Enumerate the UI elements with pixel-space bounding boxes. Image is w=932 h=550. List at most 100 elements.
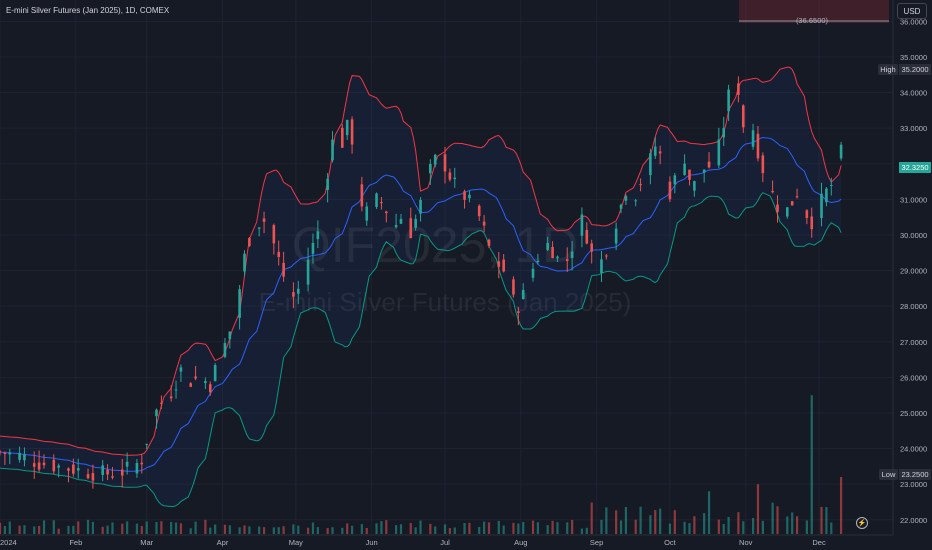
band-fill (0, 67, 842, 507)
high-tag-label: High (880, 65, 895, 74)
candle-body (468, 194, 471, 199)
candle-body (42, 462, 46, 466)
volume-bar (737, 512, 740, 534)
volume-bar (86, 519, 90, 534)
time-tick-label: Sep (590, 538, 603, 547)
volume-bar (316, 527, 319, 534)
candle-body (673, 175, 677, 185)
volume-bar (350, 525, 354, 534)
volume-bar (135, 523, 139, 534)
candle-body (18, 452, 21, 460)
volume-bar (722, 523, 725, 534)
volume-bar (531, 520, 535, 534)
volume-bar (399, 524, 403, 534)
candle-body (365, 206, 369, 221)
volume-bar (810, 395, 813, 534)
watermark-description: E-mini Silver Futures (Jan 2025) (259, 287, 632, 317)
volume-bar (111, 522, 114, 534)
volume-bar (326, 528, 329, 534)
candle-body (521, 289, 525, 300)
candle-body (693, 181, 696, 191)
candle-body (0, 451, 2, 453)
candle-body (482, 221, 486, 226)
candle-body (658, 151, 662, 154)
volume-bar (707, 491, 711, 534)
volume-bar (106, 525, 109, 534)
candle-body (707, 161, 711, 168)
candle-body (419, 199, 422, 214)
volume-bar (101, 526, 104, 534)
volume-bar (742, 521, 745, 534)
volume-bar (33, 526, 36, 534)
candle-body (91, 473, 95, 481)
price-range-box (739, 0, 889, 23)
volume-bar (72, 525, 75, 534)
volume-bar (434, 526, 437, 534)
volume-bar (414, 527, 417, 534)
volume-bar (443, 524, 447, 534)
price-tick-label: 28.0000 (900, 302, 927, 311)
volume-bar (145, 521, 148, 534)
candle-body (502, 259, 505, 272)
volume-bar (619, 520, 623, 534)
candle-body (57, 465, 60, 468)
time-tick-label: Dec (812, 538, 826, 547)
volume-bar (830, 522, 833, 534)
candle-body (517, 311, 520, 313)
candle-body (477, 205, 481, 217)
candle-body (448, 172, 452, 180)
lower-band-line (0, 192, 842, 507)
candle-body (805, 210, 809, 218)
candle-body (727, 89, 730, 112)
candle-body (634, 200, 637, 202)
candle-body (776, 204, 779, 212)
candle-body (145, 443, 148, 445)
candle-body (223, 343, 227, 357)
volume-bar (341, 527, 344, 534)
volume-bar (776, 506, 779, 534)
high-tag (878, 64, 898, 75)
candle-body (341, 127, 344, 148)
volume-bar (346, 523, 349, 534)
volume-bar (67, 525, 70, 534)
lightning-icon[interactable]: ⚡ (856, 517, 868, 529)
volume-bar (624, 506, 628, 534)
candle-body (272, 225, 276, 244)
volume-bar (615, 510, 618, 534)
volume-bar (204, 519, 207, 534)
volume-bar (365, 527, 368, 534)
candle-body (194, 376, 197, 379)
candle-body (751, 130, 755, 147)
price-tick-label: 31.0000 (900, 195, 927, 204)
price-axis[interactable]: 22.0000 23.0000 24.0000 25.0000 26.0000 27.00… (900, 17, 927, 524)
volume-bar (160, 521, 163, 534)
candle-body (23, 454, 26, 461)
volume-bar (214, 524, 217, 534)
currency-button[interactable]: USD (897, 3, 927, 19)
price-tick-label: 33.0000 (900, 124, 927, 133)
candle-body (565, 259, 569, 262)
volume-bar (228, 525, 231, 534)
time-tick-label: 2024 (0, 538, 17, 547)
time-axis[interactable]: 2024 Feb Mar Apr May Jun Jul Aug Sep Oct Nov Dec (0, 538, 826, 547)
price-tick-label: 27.0000 (900, 338, 927, 347)
volume-bar (825, 507, 828, 534)
candle-body (111, 476, 114, 478)
candle-body (32, 463, 36, 467)
volume-bar (429, 523, 432, 534)
candle-body (282, 262, 285, 277)
candle-body (125, 461, 129, 467)
volume-bar (179, 523, 183, 534)
volume-bar (786, 516, 789, 534)
volume-bar (580, 528, 584, 534)
volume-bar (649, 515, 652, 534)
volume-bar (727, 516, 730, 534)
volume-bar (771, 502, 774, 534)
volume-bar (18, 525, 21, 534)
price-tick-label: 36.0000 (900, 17, 927, 26)
volume-bar (311, 522, 315, 534)
candle-body (179, 367, 183, 372)
volume-bar (639, 506, 642, 534)
volume-bar (360, 524, 363, 534)
